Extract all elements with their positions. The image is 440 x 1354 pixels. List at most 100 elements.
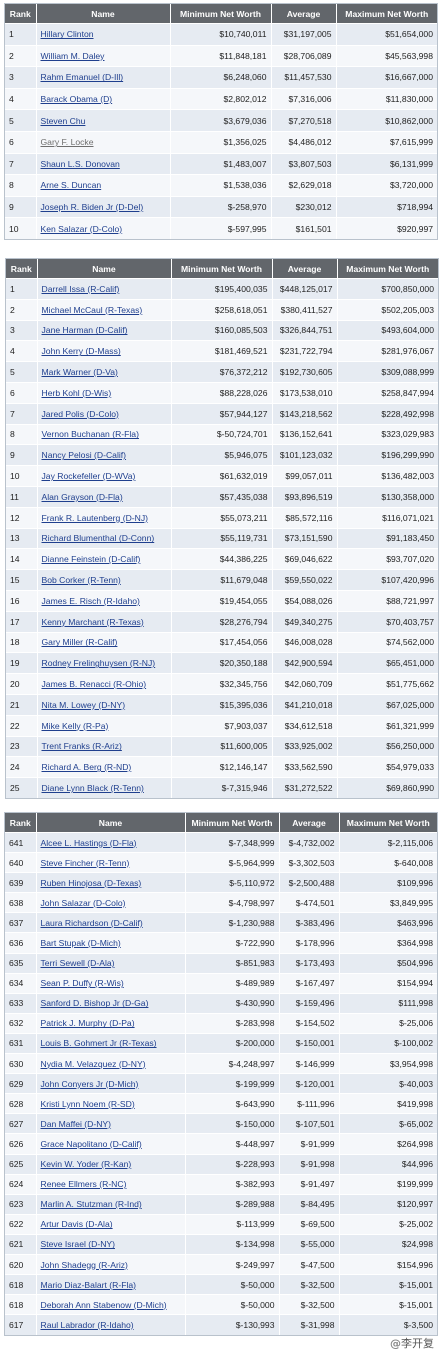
table-row: 623 Marlin A. Stutzman (R-Ind) $-289,988 $-… — [5, 1193, 437, 1215]
member-name-link[interactable]: Deborah Ann Stabenow (D-Mich) — [40, 1299, 167, 1310]
rank-cell: 13 — [6, 527, 38, 549]
member-name-link[interactable]: Barack Obama (D) — [40, 94, 113, 105]
table-row: 8 Arne S. Duncan $1,538,036 $2,629,018 $3,72… — [5, 174, 437, 197]
member-name-link[interactable]: John Shadegg (R-Ariz) — [40, 1259, 128, 1270]
col-header-rank[interactable]: Rank — [5, 4, 37, 24]
member-name-link[interactable]: Kristi Lynn Noem (R-SD) — [40, 1098, 135, 1109]
member-name-link[interactable]: Renee Ellmers (R-NC) — [40, 1179, 127, 1190]
member-name-link[interactable]: Nita M. Lowey (D-NY) — [41, 699, 126, 710]
table-row: 7 Shaun L.S. Donovan $1,483,007 $3,807,503 $… — [5, 152, 437, 175]
average-cell: $41,210,018 — [272, 693, 338, 716]
min-net-worth-cell: $7,903,037 — [171, 714, 273, 737]
table-row: 2 Michael McCaul (R-Texas) $258,618,051 $38… — [6, 298, 438, 321]
name-cell: Rodney Frelinghuysen (R-NJ) — [37, 652, 172, 674]
col-header-min[interactable]: Minimum Net Worth — [170, 4, 272, 24]
max-net-worth-cell: $-2,115,006 — [339, 831, 437, 853]
member-name-link[interactable]: Kenny Marchant (R-Texas) — [41, 616, 144, 627]
member-name-link[interactable]: Arne S. Duncan — [40, 180, 102, 191]
member-name-link[interactable]: Diane Lynn Black (R-Tenn) — [41, 783, 144, 794]
member-name-link[interactable]: Frank R. Lautenberg (D-NJ) — [41, 512, 149, 523]
member-name-link[interactable]: Nydia M. Velazquez (D-NY) — [40, 1058, 146, 1069]
table-row: 6 Gary F. Locke $1,356,025 $4,486,012 $7,615… — [5, 130, 437, 154]
rank-cell: 12 — [6, 506, 38, 529]
max-net-worth-cell: $65,451,000 — [337, 652, 438, 674]
member-name-link[interactable]: Terri Sewell (D-Ala) — [40, 958, 115, 969]
col-header-name[interactable]: Name — [36, 4, 171, 24]
name-cell: Alcee L. Hastings (D-Fla) — [36, 831, 186, 853]
col-header-name[interactable]: Name — [37, 259, 172, 279]
member-name-link[interactable]: Bart Stupak (D-Mich) — [40, 938, 121, 949]
member-name-link[interactable]: Mike Kelly (R-Pa) — [41, 720, 109, 731]
member-name-link[interactable]: Jay Rockefeller (D-WVa) — [41, 471, 136, 482]
member-name-link[interactable]: Trent Franks (R-Ariz) — [41, 741, 122, 752]
col-header-avg[interactable]: Average — [272, 259, 338, 279]
member-name-link[interactable]: Alcee L. Hastings (D-Fla) — [40, 837, 137, 848]
member-name-link[interactable]: Louis B. Gohmert Jr (R-Texas) — [40, 1038, 157, 1049]
max-net-worth-cell: $3,954,998 — [339, 1053, 437, 1074]
member-name-link[interactable]: Dianne Feinstein (D-Calif) — [41, 554, 141, 565]
rank-cell: 2 — [5, 44, 37, 67]
col-header-rank[interactable]: Rank — [6, 259, 38, 279]
member-name-link[interactable]: Ruben Hinojosa (D-Texas) — [40, 877, 142, 888]
member-name-link[interactable]: William M. Daley — [40, 50, 105, 61]
average-cell: $-31,998 — [279, 1314, 340, 1335]
member-name-link[interactable]: Nancy Pelosi (D-Calif) — [41, 450, 127, 461]
col-header-max[interactable]: Maximum Net Worth — [339, 813, 437, 833]
member-name-link[interactable]: Marlin A. Stutzman (R-Ind) — [40, 1199, 142, 1210]
member-name-link[interactable]: Rodney Frelinghuysen (R-NJ) — [41, 658, 156, 669]
member-name-link[interactable]: Herb Kohl (D-Wis) — [41, 387, 112, 398]
average-cell: $4,486,012 — [271, 130, 337, 154]
col-header-avg[interactable]: Average — [271, 4, 337, 24]
col-header-name[interactable]: Name — [36, 813, 186, 833]
member-name-link[interactable]: James E. Risch (R-Idaho) — [41, 595, 140, 606]
min-net-worth-cell: $3,679,036 — [170, 109, 272, 132]
member-name-link[interactable]: Dan Maffei (D-NY) — [40, 1118, 112, 1129]
col-header-max[interactable]: Maximum Net Worth — [337, 259, 438, 279]
member-name-link[interactable]: Mario Diaz-Balart (R-Fla) — [40, 1279, 137, 1290]
member-name-link[interactable]: Sean P. Duffy (R-Wis) — [40, 978, 124, 989]
member-name-link[interactable]: John Salazar (D-Colo) — [40, 897, 126, 908]
member-name-link[interactable]: Michael McCaul (R-Texas) — [41, 304, 143, 315]
member-name-link[interactable]: Hillary Clinton — [40, 29, 94, 40]
member-name-link[interactable]: Shaun L.S. Donovan — [40, 158, 120, 169]
member-name-link[interactable]: Mark Warner (D-Va) — [41, 367, 118, 378]
member-name-link[interactable]: Richard Blumenthal (D-Conn) — [41, 533, 155, 544]
member-name-link[interactable]: Gary F. Locke — [40, 137, 94, 148]
member-name-link[interactable]: John Conyers Jr (D-Mich) — [40, 1078, 139, 1089]
member-name-link[interactable]: Vernon Buchanan (R-Fla) — [41, 429, 139, 440]
member-name-link[interactable]: Steve Fincher (R-Tenn) — [40, 857, 130, 868]
max-net-worth-cell: $228,492,998 — [337, 402, 438, 425]
member-name-link[interactable]: Joseph R. Biden Jr (D-Del) — [40, 202, 144, 213]
table-row: 5 Steven Chu $3,679,036 $7,270,518 $10,862,0… — [5, 109, 437, 132]
max-net-worth-cell: $74,562,000 — [337, 631, 438, 653]
member-name-link[interactable]: Rahm Emanuel (D-Ill) — [40, 72, 124, 83]
member-name-link[interactable]: Artur Davis (D-Ala) — [40, 1219, 113, 1230]
member-name-link[interactable]: Patrick J. Murphy (D-Pa) — [40, 1018, 135, 1029]
min-net-worth-cell: $-643,990 — [185, 1093, 280, 1114]
member-name-link[interactable]: Jane Harman (D-Calif) — [41, 325, 128, 336]
table-row: 9 Joseph R. Biden Jr (D-Del) $-258,970 $230… — [5, 195, 437, 218]
member-name-link[interactable]: Grace Napolitano (D-Calif) — [40, 1138, 142, 1149]
member-name-link[interactable]: Kevin W. Yoder (R-Kan) — [40, 1159, 132, 1170]
member-name-link[interactable]: Sanford D. Bishop Jr (D-Ga) — [40, 998, 149, 1009]
member-name-link[interactable]: Jared Polis (D-Colo) — [41, 408, 119, 419]
col-header-min[interactable]: Minimum Net Worth — [171, 259, 273, 279]
col-header-rank[interactable]: Rank — [5, 813, 37, 833]
member-name-link[interactable]: Alan Grayson (D-Fla) — [41, 491, 123, 502]
col-header-max[interactable]: Maximum Net Worth — [336, 4, 437, 24]
col-header-avg[interactable]: Average — [279, 813, 340, 833]
rank-cell: 20 — [6, 673, 38, 695]
table-row: 621 Steve Israel (D-NY) $-134,998 $-55,000 $… — [5, 1233, 437, 1255]
member-name-link[interactable]: Darrell Issa (R-Calif) — [41, 283, 120, 294]
member-name-link[interactable]: Steven Chu — [40, 115, 86, 126]
member-name-link[interactable]: Bob Corker (R-Tenn) — [41, 575, 121, 586]
member-name-link[interactable]: Gary Miller (R-Calif) — [41, 637, 118, 648]
member-name-link[interactable]: Steve Israel (D-NY) — [40, 1239, 116, 1250]
member-name-link[interactable]: Raul Labrador (R-Idaho) — [40, 1320, 134, 1331]
member-name-link[interactable]: Laura Richardson (D-Calif) — [40, 917, 143, 928]
member-name-link[interactable]: John Kerry (D-Mass) — [41, 346, 121, 357]
member-name-link[interactable]: Richard A. Berg (R-ND) — [41, 762, 132, 773]
member-name-link[interactable]: Ken Salazar (D-Colo) — [40, 223, 123, 234]
col-header-min[interactable]: Minimum Net Worth — [185, 813, 280, 833]
member-name-link[interactable]: James B. Renacci (R-Ohio) — [41, 679, 147, 690]
